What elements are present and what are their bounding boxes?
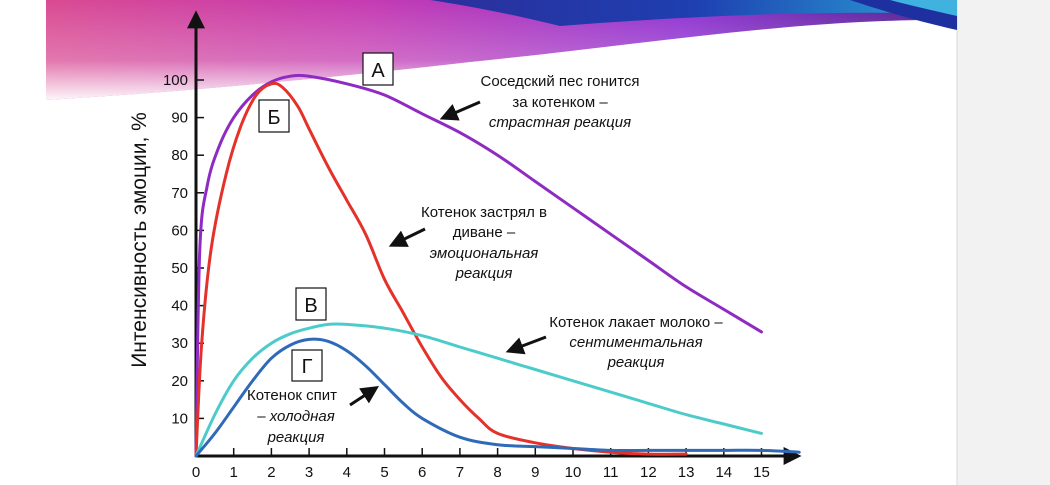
svg-text:Котенок застрял в: Котенок застрял в <box>421 204 547 221</box>
annotation-a: Соседский пес гонится за котенком – стра… <box>480 73 639 131</box>
curves <box>194 73 801 458</box>
svg-text:реакция: реакция <box>607 354 665 371</box>
ticks: 0 1 2 3 4 5 6 7 8 9 10 11 12 13 14 15102030405060708090… <box>163 72 770 481</box>
y-tick-label-90: 90 <box>171 110 188 127</box>
x-tick-label-14: 14 <box>715 464 732 481</box>
y-tick-label-50: 50 <box>171 260 188 277</box>
x-tick-label-1: 1 <box>230 464 238 481</box>
svg-text:Б: Б <box>267 107 280 129</box>
y-tick-label-70: 70 <box>171 185 188 202</box>
svg-text:Г: Г <box>302 356 313 378</box>
curve-series-1 <box>194 73 763 458</box>
y-tick-label-100: 100 <box>163 72 188 89</box>
y-tick-label-40: 40 <box>171 298 188 315</box>
x-tick-label-6: 6 <box>418 464 426 481</box>
svg-text:эмоциональная: эмоциональная <box>430 245 539 262</box>
svg-text:реакция: реакция <box>267 429 325 446</box>
x-tick-label-5: 5 <box>380 464 388 481</box>
svg-text:В: В <box>304 295 317 317</box>
y-tick-label-80: 80 <box>171 147 188 164</box>
arrow-to-curve-b <box>388 227 426 247</box>
y-tick-label-20: 20 <box>171 373 188 390</box>
x-tick-label-11: 11 <box>603 464 619 481</box>
svg-text:Котенок спит: Котенок спит <box>247 387 337 404</box>
svg-text:сентиментальная: сентиментальная <box>569 334 702 351</box>
curve-series-4 <box>194 337 801 458</box>
x-tick-label-10: 10 <box>565 464 582 481</box>
box-label-b: Б <box>258 99 290 133</box>
y-axis-label: Интенсивность эмоции, % <box>128 112 151 368</box>
x-tick-label-4: 4 <box>343 464 351 481</box>
svg-text:за котенком –: за котенком – <box>512 94 608 111</box>
curve-series-2 <box>194 81 688 458</box>
svg-text:– холодная: – холодная <box>256 408 335 425</box>
box-label-v: В <box>295 287 327 321</box>
top-banner-decoration <box>46 0 957 100</box>
x-tick-label-9: 9 <box>531 464 539 481</box>
box-label-g: Г <box>291 349 323 382</box>
x-tick-label-3: 3 <box>305 464 313 481</box>
annotation-g: Котенок спит – холодная реакция <box>247 387 337 446</box>
svg-text:Соседский пес гонится: Соседский пес гонится <box>480 73 639 90</box>
x-tick-label-15: 15 <box>753 464 770 481</box>
x-tick-label-13: 13 <box>678 464 695 481</box>
left-margin <box>0 0 46 485</box>
x-tick-label-0: 0 <box>192 464 200 481</box>
y-tick-label-10: 10 <box>171 410 188 427</box>
svg-text:Котенок лакает молоко –: Котенок лакает молоко – <box>549 314 723 331</box>
svg-text:реакция: реакция <box>455 265 513 282</box>
y-tick-label-30: 30 <box>171 335 188 352</box>
x-tick-label-12: 12 <box>640 464 657 481</box>
curve-series-3 <box>194 322 763 458</box>
arrow-to-curve-a <box>439 100 481 121</box>
arrow-to-curve-v <box>505 335 547 355</box>
svg-text:диване –: диване – <box>453 224 516 241</box>
x-tick-label-7: 7 <box>456 464 464 481</box>
arrow-to-curve-g <box>349 386 380 407</box>
annotation-arrows <box>349 100 547 407</box>
x-tick-label-8: 8 <box>493 464 501 481</box>
annotation-v: Котенок лакает молоко – сентиментальная … <box>549 314 723 371</box>
svg-text:страстная реакция: страстная реакция <box>489 114 631 131</box>
right-margin <box>957 0 1050 485</box>
svg-text:А: А <box>371 60 385 82</box>
annotation-b: Котенок застрял в диване – эмоциональная… <box>421 204 547 282</box>
x-tick-label-2: 2 <box>267 464 275 481</box>
box-label-a: А <box>362 52 394 86</box>
y-tick-label-60: 60 <box>171 222 188 239</box>
